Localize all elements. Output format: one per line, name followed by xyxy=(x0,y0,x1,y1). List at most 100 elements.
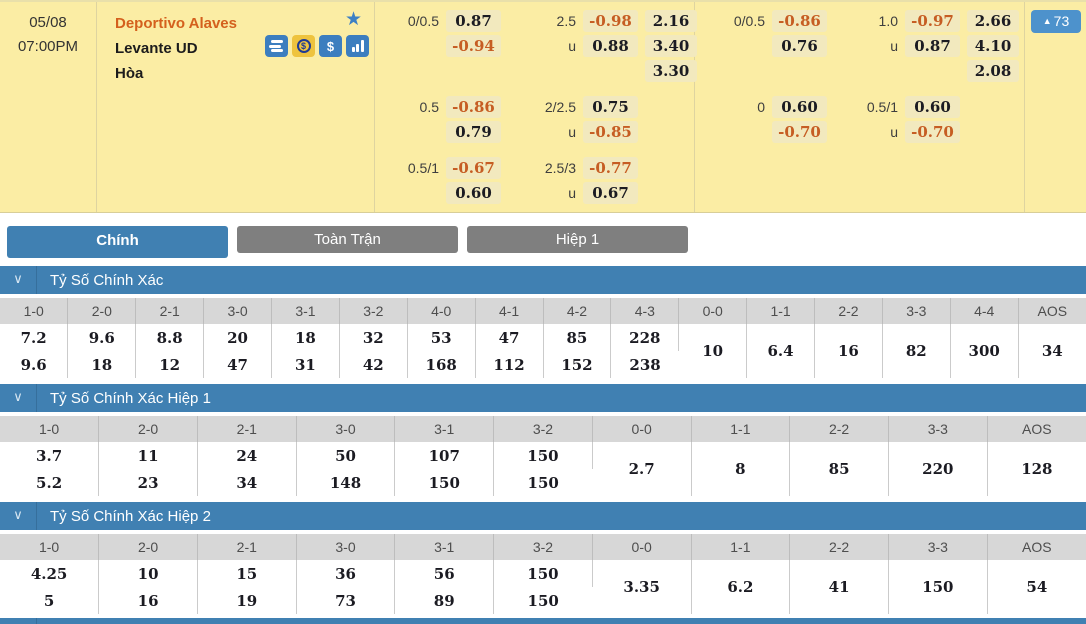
tab-chinh[interactable]: Chính xyxy=(7,226,228,258)
stats-icon[interactable] xyxy=(346,35,369,57)
away-team-name[interactable]: Levante UD xyxy=(115,40,198,57)
score-odds-cell[interactable]: 150 xyxy=(493,587,593,614)
odds-value[interactable]: 0.76 xyxy=(772,35,827,57)
bet-slip-icon[interactable] xyxy=(265,35,288,57)
odds-value[interactable]: -0.86 xyxy=(772,10,827,32)
chevron-down-icon[interactable]: ∨ xyxy=(0,266,37,294)
score-odds-cell[interactable]: 150 xyxy=(493,469,593,496)
score-odds-cell[interactable]: 152 xyxy=(543,351,612,378)
score-odds-cell[interactable]: 6.4 xyxy=(746,324,815,378)
score-odds-cell[interactable]: 150 xyxy=(394,469,495,496)
score-odds-cell[interactable]: 42 xyxy=(339,351,408,378)
odds-value[interactable]: -0.70 xyxy=(772,121,827,143)
score-odds-cell[interactable]: 16 xyxy=(814,324,883,378)
section-header[interactable]: ∨ Tỷ Số Chính Xác Hiệp 2 xyxy=(0,502,1086,530)
score-odds-cell[interactable]: 300 xyxy=(950,324,1019,378)
score-odds-cell[interactable]: 47 xyxy=(203,351,272,378)
score-odds-cell[interactable]: 3.7 xyxy=(0,442,100,469)
score-odds-cell[interactable]: 128 xyxy=(987,442,1086,496)
odds-value[interactable]: 3.40 xyxy=(645,35,697,57)
odds-value[interactable]: 2.16 xyxy=(645,10,697,32)
odds-value[interactable]: 4.10 xyxy=(967,35,1019,57)
odds-value[interactable]: -0.94 xyxy=(446,35,501,57)
odds-value[interactable]: -0.70 xyxy=(905,121,960,143)
score-odds-cell[interactable]: 150 xyxy=(493,560,593,587)
odds-value[interactable]: 2.08 xyxy=(967,60,1019,82)
odds-value[interactable]: 0.88 xyxy=(583,35,638,57)
score-odds-cell[interactable]: 20 xyxy=(203,324,272,351)
odds-value[interactable]: 0.75 xyxy=(583,96,638,118)
more-bets-badge[interactable]: ▲ 73 xyxy=(1031,10,1081,33)
score-odds-cell[interactable]: 85 xyxy=(789,442,889,496)
score-odds-cell[interactable]: 18 xyxy=(271,324,340,351)
score-odds-cell[interactable]: 8.8 xyxy=(135,324,205,351)
odds-value[interactable]: 2.66 xyxy=(967,10,1019,32)
odds-value[interactable]: 3.30 xyxy=(645,60,697,82)
score-odds-cell[interactable]: 31 xyxy=(271,351,340,378)
score-odds-cell[interactable]: 11 xyxy=(98,442,198,469)
favorite-star-icon[interactable]: ★ xyxy=(344,9,362,30)
score-odds-cell[interactable]: 5.2 xyxy=(0,469,100,496)
section-header[interactable]: ∨ Tỷ Số Chính Xác xyxy=(0,266,1086,294)
score-odds-cell[interactable]: 228 xyxy=(610,324,680,351)
score-odds-cell[interactable]: 148 xyxy=(296,469,396,496)
score-odds-cell[interactable]: 19 xyxy=(197,587,297,614)
score-odds-cell[interactable]: 112 xyxy=(475,351,544,378)
score-odds-cell[interactable]: 168 xyxy=(407,351,476,378)
odds-value[interactable]: 0.79 xyxy=(446,121,501,143)
score-odds-cell[interactable]: 5 xyxy=(0,587,100,614)
cash-out-icon[interactable]: $ xyxy=(292,35,315,57)
score-odds-cell[interactable]: 2.7 xyxy=(592,442,692,496)
score-odds-cell[interactable]: 34 xyxy=(1018,324,1086,378)
odds-value[interactable]: 0.67 xyxy=(583,182,638,204)
odds-value[interactable]: -0.86 xyxy=(446,96,501,118)
odds-value[interactable]: 0.60 xyxy=(772,96,827,118)
chevron-down-icon[interactable]: ∨ xyxy=(0,384,37,412)
score-odds-cell[interactable]: 10 xyxy=(678,324,748,378)
score-odds-cell[interactable]: 24 xyxy=(197,442,297,469)
odds-value[interactable]: -0.98 xyxy=(583,10,638,32)
score-odds-cell[interactable]: 8 xyxy=(691,442,791,496)
score-odds-cell[interactable]: 41 xyxy=(789,560,889,614)
section-header[interactable]: ∨ Tỷ Số Chính Xác Hiệp 1 xyxy=(0,384,1086,412)
odds-value[interactable]: 0.87 xyxy=(446,10,501,32)
score-odds-cell[interactable]: 50 xyxy=(296,442,396,469)
score-odds-cell[interactable]: 10 xyxy=(98,560,198,587)
home-team-name[interactable]: Deportivo Alaves xyxy=(115,15,237,32)
score-odds-cell[interactable]: 9.6 xyxy=(67,324,137,351)
score-odds-cell[interactable]: 9.6 xyxy=(0,351,69,378)
odds-value[interactable]: -0.77 xyxy=(583,157,638,179)
score-odds-cell[interactable]: 3.35 xyxy=(592,560,692,614)
score-odds-cell[interactable]: 238 xyxy=(610,351,679,378)
score-odds-cell[interactable]: 36 xyxy=(296,560,396,587)
score-odds-cell[interactable]: 89 xyxy=(394,587,495,614)
score-odds-cell[interactable]: 6.2 xyxy=(691,560,791,614)
score-odds-cell[interactable]: 150 xyxy=(888,560,988,614)
odds-value[interactable]: 0.60 xyxy=(905,96,960,118)
score-odds-cell[interactable]: 220 xyxy=(888,442,988,496)
odds-value[interactable]: -0.97 xyxy=(905,10,960,32)
tab-toan-tran[interactable]: Toàn Trận xyxy=(237,226,458,253)
score-odds-cell[interactable]: 82 xyxy=(882,324,951,378)
odds-value[interactable]: 0.87 xyxy=(905,35,960,57)
dollar-icon[interactable]: $ xyxy=(319,35,342,57)
score-odds-cell[interactable]: 7.2 xyxy=(0,324,69,351)
score-odds-cell[interactable]: 34 xyxy=(197,469,297,496)
score-odds-cell[interactable]: 73 xyxy=(296,587,396,614)
next-section-header-partial[interactable] xyxy=(0,618,1086,624)
score-odds-cell[interactable]: 150 xyxy=(493,442,593,469)
score-odds-cell[interactable]: 53 xyxy=(407,324,476,351)
score-odds-cell[interactable]: 107 xyxy=(394,442,495,469)
tab-hiep-1[interactable]: Hiệp 1 xyxy=(467,226,688,253)
score-odds-cell[interactable]: 12 xyxy=(135,351,205,378)
score-odds-cell[interactable]: 4.25 xyxy=(0,560,100,587)
score-odds-cell[interactable]: 16 xyxy=(98,587,198,614)
odds-value[interactable]: -0.67 xyxy=(446,157,501,179)
score-odds-cell[interactable]: 18 xyxy=(67,351,137,378)
score-odds-cell[interactable]: 54 xyxy=(987,560,1086,614)
odds-value[interactable]: -0.85 xyxy=(583,121,638,143)
score-odds-cell[interactable]: 32 xyxy=(339,324,408,351)
chevron-down-icon[interactable]: ∨ xyxy=(0,502,37,530)
score-odds-cell[interactable]: 23 xyxy=(98,469,198,496)
score-odds-cell[interactable]: 15 xyxy=(197,560,297,587)
